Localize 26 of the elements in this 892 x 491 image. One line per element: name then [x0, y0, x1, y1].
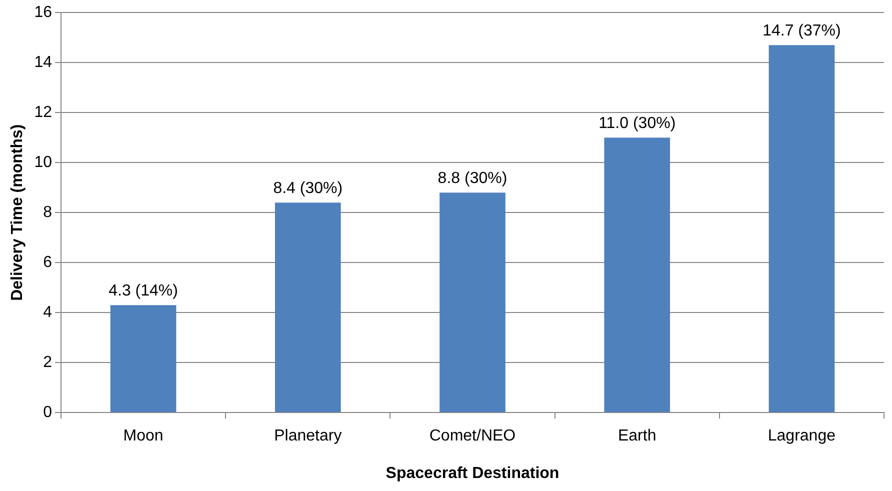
- y-tick-label: 8: [43, 204, 52, 222]
- y-tick-label: 12: [34, 104, 52, 122]
- data-label: 11.0 (30%): [598, 115, 676, 132]
- y-axis-title: Delivery Time (months): [9, 124, 26, 301]
- bar: [440, 192, 506, 412]
- y-tick-label: 10: [34, 154, 52, 172]
- data-label: 8.4 (30%): [273, 180, 343, 198]
- y-tick-label: 4: [43, 304, 52, 322]
- y-tick-label: 0: [43, 404, 52, 422]
- y-tick-label: 14: [34, 54, 52, 72]
- x-tick-label: Moon: [123, 428, 164, 445]
- x-axis-title: Spacecraft Destination: [386, 464, 560, 482]
- bar: [274, 202, 341, 412]
- bar: [768, 45, 835, 412]
- y-tick-label: 2: [43, 354, 52, 372]
- data-label: 8.8 (30%): [438, 170, 508, 188]
- bar: [604, 138, 670, 412]
- x-tick-label: Lagrange: [768, 428, 836, 445]
- y-tick-label: 16: [34, 4, 52, 22]
- x-tick-label: Earth: [618, 428, 656, 445]
- data-label: 14.7 (37%): [762, 22, 841, 40]
- x-tick-label: Comet/NEO: [429, 428, 516, 445]
- data-label: 4.3 (14%): [108, 282, 178, 300]
- bar: [110, 305, 176, 412]
- y-tick-label: 6: [43, 254, 52, 272]
- x-tick-label: Planetary: [274, 428, 342, 445]
